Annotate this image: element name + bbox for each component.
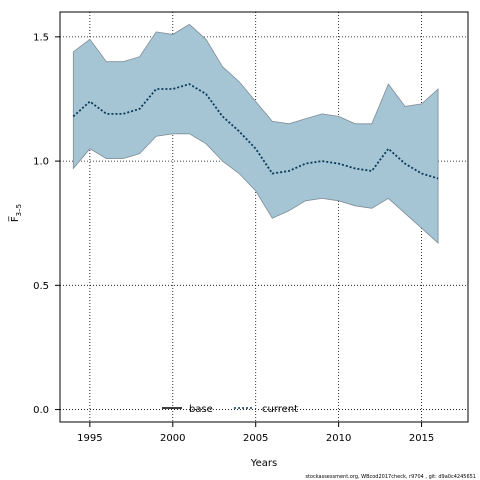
x-tick-label-2015: 2015 xyxy=(409,433,434,444)
legend: base current xyxy=(162,404,298,415)
y-axis-label-main: F̅ xyxy=(8,215,21,222)
footnote: stockassessment.org, WBcod2017check, r97… xyxy=(305,474,476,480)
plot-frame xyxy=(59,11,469,423)
x-axis: 1995 2000 2005 2010 2015 xyxy=(77,422,434,444)
y-axis: 0.0 0.5 1.0 1.5 xyxy=(33,32,60,416)
x-axis-label: Years xyxy=(250,458,277,469)
x-tick-label-1995: 1995 xyxy=(77,433,102,444)
y-tick-label-0: 0.0 xyxy=(33,405,49,416)
y-tick-label-0.5: 0.5 xyxy=(33,281,49,292)
x-tick-label-2010: 2010 xyxy=(326,433,351,444)
y-axis-label-subscript: 3–5 xyxy=(15,204,23,216)
legend-base-label: base xyxy=(189,404,213,415)
legend-current-label: current xyxy=(262,404,298,415)
x-tick-label-2005: 2005 xyxy=(243,433,268,444)
x-tick-label-2000: 2000 xyxy=(160,433,185,444)
y-axis-label: F̅3–5 xyxy=(8,204,23,222)
y-tick-label-1.5: 1.5 xyxy=(33,32,49,43)
confidence-band xyxy=(72,23,439,245)
svg-text:F̅3–5: F̅3–5 xyxy=(8,204,23,222)
y-tick-label-1: 1.0 xyxy=(33,157,49,168)
